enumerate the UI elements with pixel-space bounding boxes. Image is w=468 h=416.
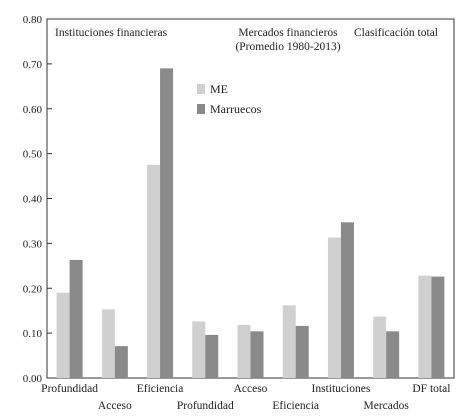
bar-marruecos-5 [295, 325, 309, 378]
bar-marruecos-4 [250, 331, 264, 378]
bar-marruecos-1 [114, 346, 128, 378]
bar-me-2 [147, 164, 161, 378]
x-label-2: Eficiencia [137, 383, 184, 395]
bar-me-6 [327, 237, 341, 378]
y-tick-label-2: 0.20 [23, 283, 43, 295]
legend: ME Marruecos [197, 82, 262, 116]
bar-marruecos-3 [205, 334, 219, 378]
legend-label-marruecos: Marruecos [210, 102, 262, 116]
bar-marruecos-8 [431, 276, 445, 378]
x-label-1: Acceso [98, 400, 132, 412]
y-tick-label-8: 0.80 [23, 14, 43, 26]
y-tick-label-5: 0.50 [23, 149, 43, 161]
group-label-clasificacion-total: Clasificación total [354, 27, 438, 39]
y-tick-label-7: 0.70 [23, 59, 43, 71]
bar-me-0 [56, 292, 70, 378]
bar-me-7 [373, 316, 387, 378]
bar-me-5 [282, 305, 296, 378]
x-label-8: DF total [412, 383, 450, 395]
y-tick-label-1: 0.10 [23, 328, 43, 340]
group-label-promedio: (Promedio 1980-2013) [235, 41, 340, 53]
y-tick-label-3: 0.30 [23, 238, 43, 250]
legend-swatch-marruecos [197, 104, 205, 114]
y-tick-label-4: 0.40 [23, 194, 43, 206]
bar-me-3 [192, 321, 206, 378]
bar-marruecos-6 [340, 222, 354, 378]
x-label-3: Profundidad [177, 400, 234, 412]
x-label-0: Profundidad [41, 383, 98, 395]
bar-me-8 [418, 275, 432, 378]
group-label-mercados-financieros: Mercados financieros [238, 27, 338, 39]
x-axis-labels: ProfundidadAccesoEficienciaProfundidadAc… [41, 383, 450, 412]
legend-label-me: ME [210, 82, 228, 96]
legend-swatch-me [197, 84, 205, 94]
bar-marruecos-2 [160, 68, 174, 379]
y-axis: 0.00 0.10 0.20 0.30 0.40 0.50 0.60 0.70 0.80 [23, 14, 52, 385]
bar-me-4 [237, 325, 251, 378]
group-label-instituciones-financieras: Instituciones financieras [55, 27, 168, 39]
y-tick-label-0: 0.00 [23, 373, 43, 385]
y-tick-label-6: 0.60 [23, 104, 43, 116]
x-label-7: Mercados [363, 400, 409, 412]
x-label-4: Acceso [234, 383, 268, 395]
bar-marruecos-7 [386, 331, 400, 378]
bars [56, 68, 445, 379]
x-label-6: Instituciones [312, 383, 371, 395]
bar-marruecos-0 [69, 259, 83, 378]
x-label-5: Eficiencia [272, 400, 319, 412]
bar-me-1 [101, 309, 115, 378]
